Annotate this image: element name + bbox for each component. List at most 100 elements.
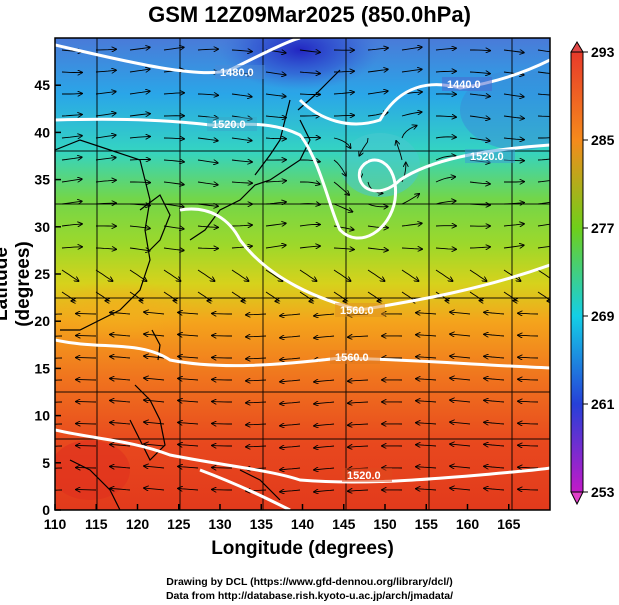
wind-vector (367, 248, 388, 250)
wind-vector (300, 182, 320, 184)
wind-vector (110, 423, 131, 425)
wind-vector (110, 335, 131, 337)
wind-vector (518, 313, 539, 314)
wind-vector (469, 247, 490, 248)
wind-vector (333, 269, 351, 281)
wind-vector (61, 179, 82, 183)
wind-vector (178, 334, 199, 336)
wind-vector (348, 336, 369, 337)
wind-vector (178, 488, 199, 490)
contour-labels: 1440.0 1480.0 1520.0 1520.0 1560.0 1560.… (207, 65, 515, 482)
wind-vector (401, 47, 422, 51)
contour-label-1440: 1440.0 (447, 79, 481, 91)
wind-vector (450, 422, 471, 424)
wind-vector (401, 112, 422, 117)
wind-vector (314, 336, 335, 338)
wind-vector (537, 158, 550, 161)
wind-vector (231, 225, 252, 226)
contour-label-1480: 1480.0 (220, 67, 254, 79)
wind-vector (333, 248, 354, 250)
colorbar-tick-label: 269 (591, 308, 615, 324)
lon-tick-label: 150 (373, 516, 397, 532)
lon-tick-label: 140 (291, 516, 315, 532)
lon-tick-label: 125 (167, 516, 191, 532)
lat-tick-label: 45 (34, 77, 50, 93)
wind-vector (367, 48, 388, 50)
wind-vector (178, 312, 199, 314)
wind-vector (178, 356, 199, 358)
wind-vector (314, 314, 335, 316)
wind-vector (416, 357, 437, 358)
wind-vector (333, 137, 351, 148)
wind-vector (129, 69, 150, 73)
wind-vector (163, 93, 184, 94)
wind-vector (55, 401, 63, 403)
wind-vector (55, 313, 63, 315)
wind-vector (299, 50, 320, 52)
wind-vector (538, 137, 550, 139)
wind-vector (280, 358, 301, 360)
lon-tick-label: 135 (250, 516, 274, 532)
wind-vector (163, 248, 184, 250)
wind-vector (518, 445, 539, 446)
wind-vector (95, 113, 116, 117)
wind-vector (518, 379, 539, 380)
wind-vector (299, 160, 320, 162)
wind-vector (450, 334, 471, 336)
wind-vector (314, 402, 335, 404)
wind-vector (484, 422, 505, 424)
wind-vector (231, 182, 252, 183)
wind-vector (95, 70, 116, 72)
wind-vector (197, 181, 218, 185)
wind-vector (178, 422, 199, 424)
wind-vector (518, 335, 539, 336)
wind-vector (469, 137, 490, 141)
wind-vector (280, 380, 301, 382)
wind-vector (314, 490, 335, 492)
wind-vector (470, 50, 490, 51)
wind-vector (450, 400, 471, 402)
lon-tick-label: 165 (497, 516, 521, 532)
wind-vector (518, 423, 539, 424)
wind-vector (537, 71, 550, 74)
wind-vector (469, 115, 490, 119)
wind-vector (163, 160, 184, 162)
lon-tick-label: 145 (332, 516, 356, 532)
wind-vector (178, 400, 199, 402)
map-area: 1440.0 1480.0 1520.0 1520.0 1560.0 1560.… (55, 38, 550, 510)
wind-vector (416, 489, 437, 490)
colorbar-tick-label: 277 (591, 220, 615, 236)
wind-vector (435, 71, 456, 72)
wind-vector (265, 181, 286, 182)
wind-vector (144, 466, 165, 468)
wind-vector (518, 467, 539, 468)
lat-tick-label: 5 (42, 455, 50, 471)
wind-vector (55, 445, 63, 447)
wind-vector (95, 158, 116, 161)
lat-tick-label: 25 (34, 266, 50, 282)
wind-vector (450, 444, 471, 446)
wind-vector (484, 444, 505, 446)
wind-vector (197, 49, 218, 50)
wind-vector (212, 358, 232, 359)
wind-vector (450, 378, 471, 380)
wind-vector (435, 269, 453, 281)
wind-vector (163, 182, 184, 185)
wind-vector (401, 194, 419, 205)
colorbar-tick-label: 285 (591, 132, 615, 148)
wind-vector (435, 201, 456, 205)
wind-vector (518, 489, 539, 490)
wind-vector (503, 50, 524, 53)
contour-label-1560-south: 1560.0 (335, 352, 369, 364)
wind-vector (197, 269, 215, 281)
x-axis-label: Longitude (degrees) (211, 538, 394, 559)
lat-tick-label: 15 (34, 360, 50, 376)
wind-vector (265, 269, 283, 281)
wind-vector (55, 335, 63, 337)
wind-vector (416, 423, 437, 424)
lat-tick-label: 20 (34, 313, 50, 329)
wind-vector (537, 245, 550, 249)
wind-vector (503, 116, 524, 118)
wind-vector (401, 69, 422, 72)
credit-drawing: Drawing by DCL (https://www.gfd-dennou.o… (166, 576, 453, 588)
